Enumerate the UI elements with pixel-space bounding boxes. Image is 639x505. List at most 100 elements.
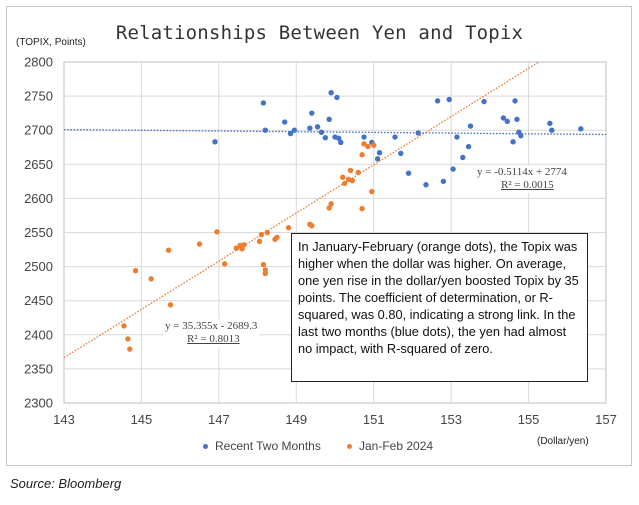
- data-point-recent: [460, 154, 466, 161]
- annotation-box: In January-February (orange dots), the T…: [291, 233, 588, 382]
- data-point-janfeb: [347, 167, 354, 174]
- data-point-recent: [338, 139, 344, 146]
- trendline-orange: [63, 61, 540, 359]
- data-point-janfeb: [239, 246, 245, 252]
- data-point-recent: [260, 100, 267, 106]
- data-point-janfeb: [165, 247, 172, 253]
- data-point-recent: [446, 96, 452, 103]
- data-point-recent: [518, 132, 524, 139]
- x-tick-label: 155: [518, 412, 540, 427]
- x-tick-label: 143: [53, 412, 75, 427]
- data-point-recent: [334, 94, 340, 101]
- y-tick-label: 2800: [24, 55, 53, 70]
- data-point-recent: [314, 124, 321, 130]
- y-tick-label: 2550: [24, 225, 53, 240]
- y-tick-label: 2650: [24, 157, 53, 172]
- data-point-recent: [318, 129, 325, 135]
- data-point-janfeb: [328, 201, 334, 207]
- data-point-janfeb: [258, 231, 265, 238]
- data-point-janfeb: [132, 267, 139, 274]
- trend-r2-orange: R² = 0.8013: [187, 333, 240, 345]
- data-point-recent: [309, 110, 315, 116]
- y-tick-label: 2350: [24, 361, 53, 376]
- legend-item-janfeb: Jan-Feb 2024: [347, 439, 433, 453]
- trend-equation-orange: y = 35.355x - 2689.3 R² = 0.8013: [163, 319, 260, 347]
- y-tick-label: 2400: [24, 327, 53, 342]
- data-point-janfeb: [241, 242, 247, 248]
- data-point-janfeb: [233, 245, 239, 251]
- data-point-recent: [212, 139, 218, 145]
- x-tick-label: 149: [285, 412, 307, 427]
- data-point-janfeb: [359, 205, 365, 212]
- data-point-recent: [514, 116, 520, 122]
- x-axis-label: (Dollar/yen): [537, 436, 589, 447]
- y-tick-label: 2600: [24, 191, 53, 206]
- x-tick-label: 145: [131, 412, 153, 427]
- data-point-recent: [481, 98, 487, 105]
- y-axis-label: (TOPIX, Points): [16, 37, 86, 48]
- data-point-janfeb: [371, 142, 377, 148]
- data-point-recent: [415, 130, 421, 136]
- data-point-recent: [361, 134, 367, 140]
- data-point-janfeb: [260, 261, 267, 268]
- data-point-janfeb: [309, 222, 315, 229]
- x-tick-label: 153: [440, 412, 462, 427]
- data-point-recent: [307, 125, 313, 131]
- x-tick-label: 151: [363, 412, 385, 427]
- data-point-recent: [467, 123, 474, 129]
- data-point-recent: [504, 118, 510, 125]
- data-point-recent: [326, 116, 332, 122]
- data-point-recent: [440, 178, 447, 185]
- data-point-janfeb: [341, 180, 348, 187]
- x-tick-label: 147: [208, 412, 230, 427]
- y-tick-label: 2450: [24, 293, 53, 308]
- legend-marker-orange: [347, 443, 352, 449]
- y-tick-label: 2700: [24, 123, 53, 138]
- data-point-recent: [434, 98, 441, 104]
- data-point-recent: [287, 130, 294, 137]
- data-point-janfeb: [361, 141, 367, 147]
- data-point-janfeb: [221, 261, 228, 267]
- data-point-janfeb: [196, 241, 203, 247]
- data-point-recent: [423, 182, 429, 188]
- legend-item-recent: Recent Two Months: [203, 439, 321, 453]
- data-point-recent: [291, 127, 298, 133]
- data-point-recent: [500, 115, 507, 121]
- data-point-janfeb: [340, 174, 346, 180]
- data-point-janfeb: [355, 169, 361, 176]
- data-point-recent: [262, 127, 269, 133]
- data-point-recent: [405, 170, 412, 176]
- data-point-recent: [374, 156, 381, 162]
- chart-title: Relationships Between Yen and Topix: [115, 22, 524, 44]
- data-point-janfeb: [256, 238, 263, 245]
- data-point-janfeb: [326, 205, 332, 211]
- data-point-janfeb: [262, 267, 269, 273]
- data-point-janfeb: [365, 143, 371, 150]
- trendline-blue: [63, 128, 607, 136]
- data-point-recent: [392, 134, 398, 140]
- data-point-recent: [281, 119, 288, 125]
- data-point-janfeb: [167, 302, 174, 308]
- data-point-janfeb: [359, 152, 365, 158]
- y-tick-label: 2500: [24, 259, 53, 274]
- data-point-recent: [398, 150, 404, 157]
- data-point-janfeb: [121, 323, 127, 329]
- data-point-janfeb: [264, 229, 270, 236]
- y-tick-label: 2300: [24, 396, 53, 411]
- data-point-recent: [454, 134, 460, 140]
- trend-r2-blue: R² = 0.0015: [501, 179, 554, 191]
- legend-label-janfeb: Jan-Feb 2024: [359, 439, 434, 453]
- data-point-recent: [549, 127, 555, 133]
- data-point-recent: [450, 166, 456, 172]
- data-point-recent: [376, 150, 383, 156]
- data-point-recent: [510, 139, 516, 145]
- trend-equation-blue: y = -0.5114x + 2774 R² = 0.0015: [475, 165, 569, 193]
- trend-equation-blue-text: y = -0.5114x + 2774: [477, 166, 567, 178]
- trend-equation-orange-text: y = 35.355x - 2689.3: [165, 320, 258, 332]
- legend-label-recent: Recent Two Months: [215, 439, 321, 453]
- data-point-janfeb: [125, 336, 131, 342]
- data-point-recent: [512, 98, 518, 104]
- data-point-janfeb: [148, 276, 154, 282]
- legend-marker-blue: [203, 443, 208, 449]
- data-point-recent: [578, 126, 584, 132]
